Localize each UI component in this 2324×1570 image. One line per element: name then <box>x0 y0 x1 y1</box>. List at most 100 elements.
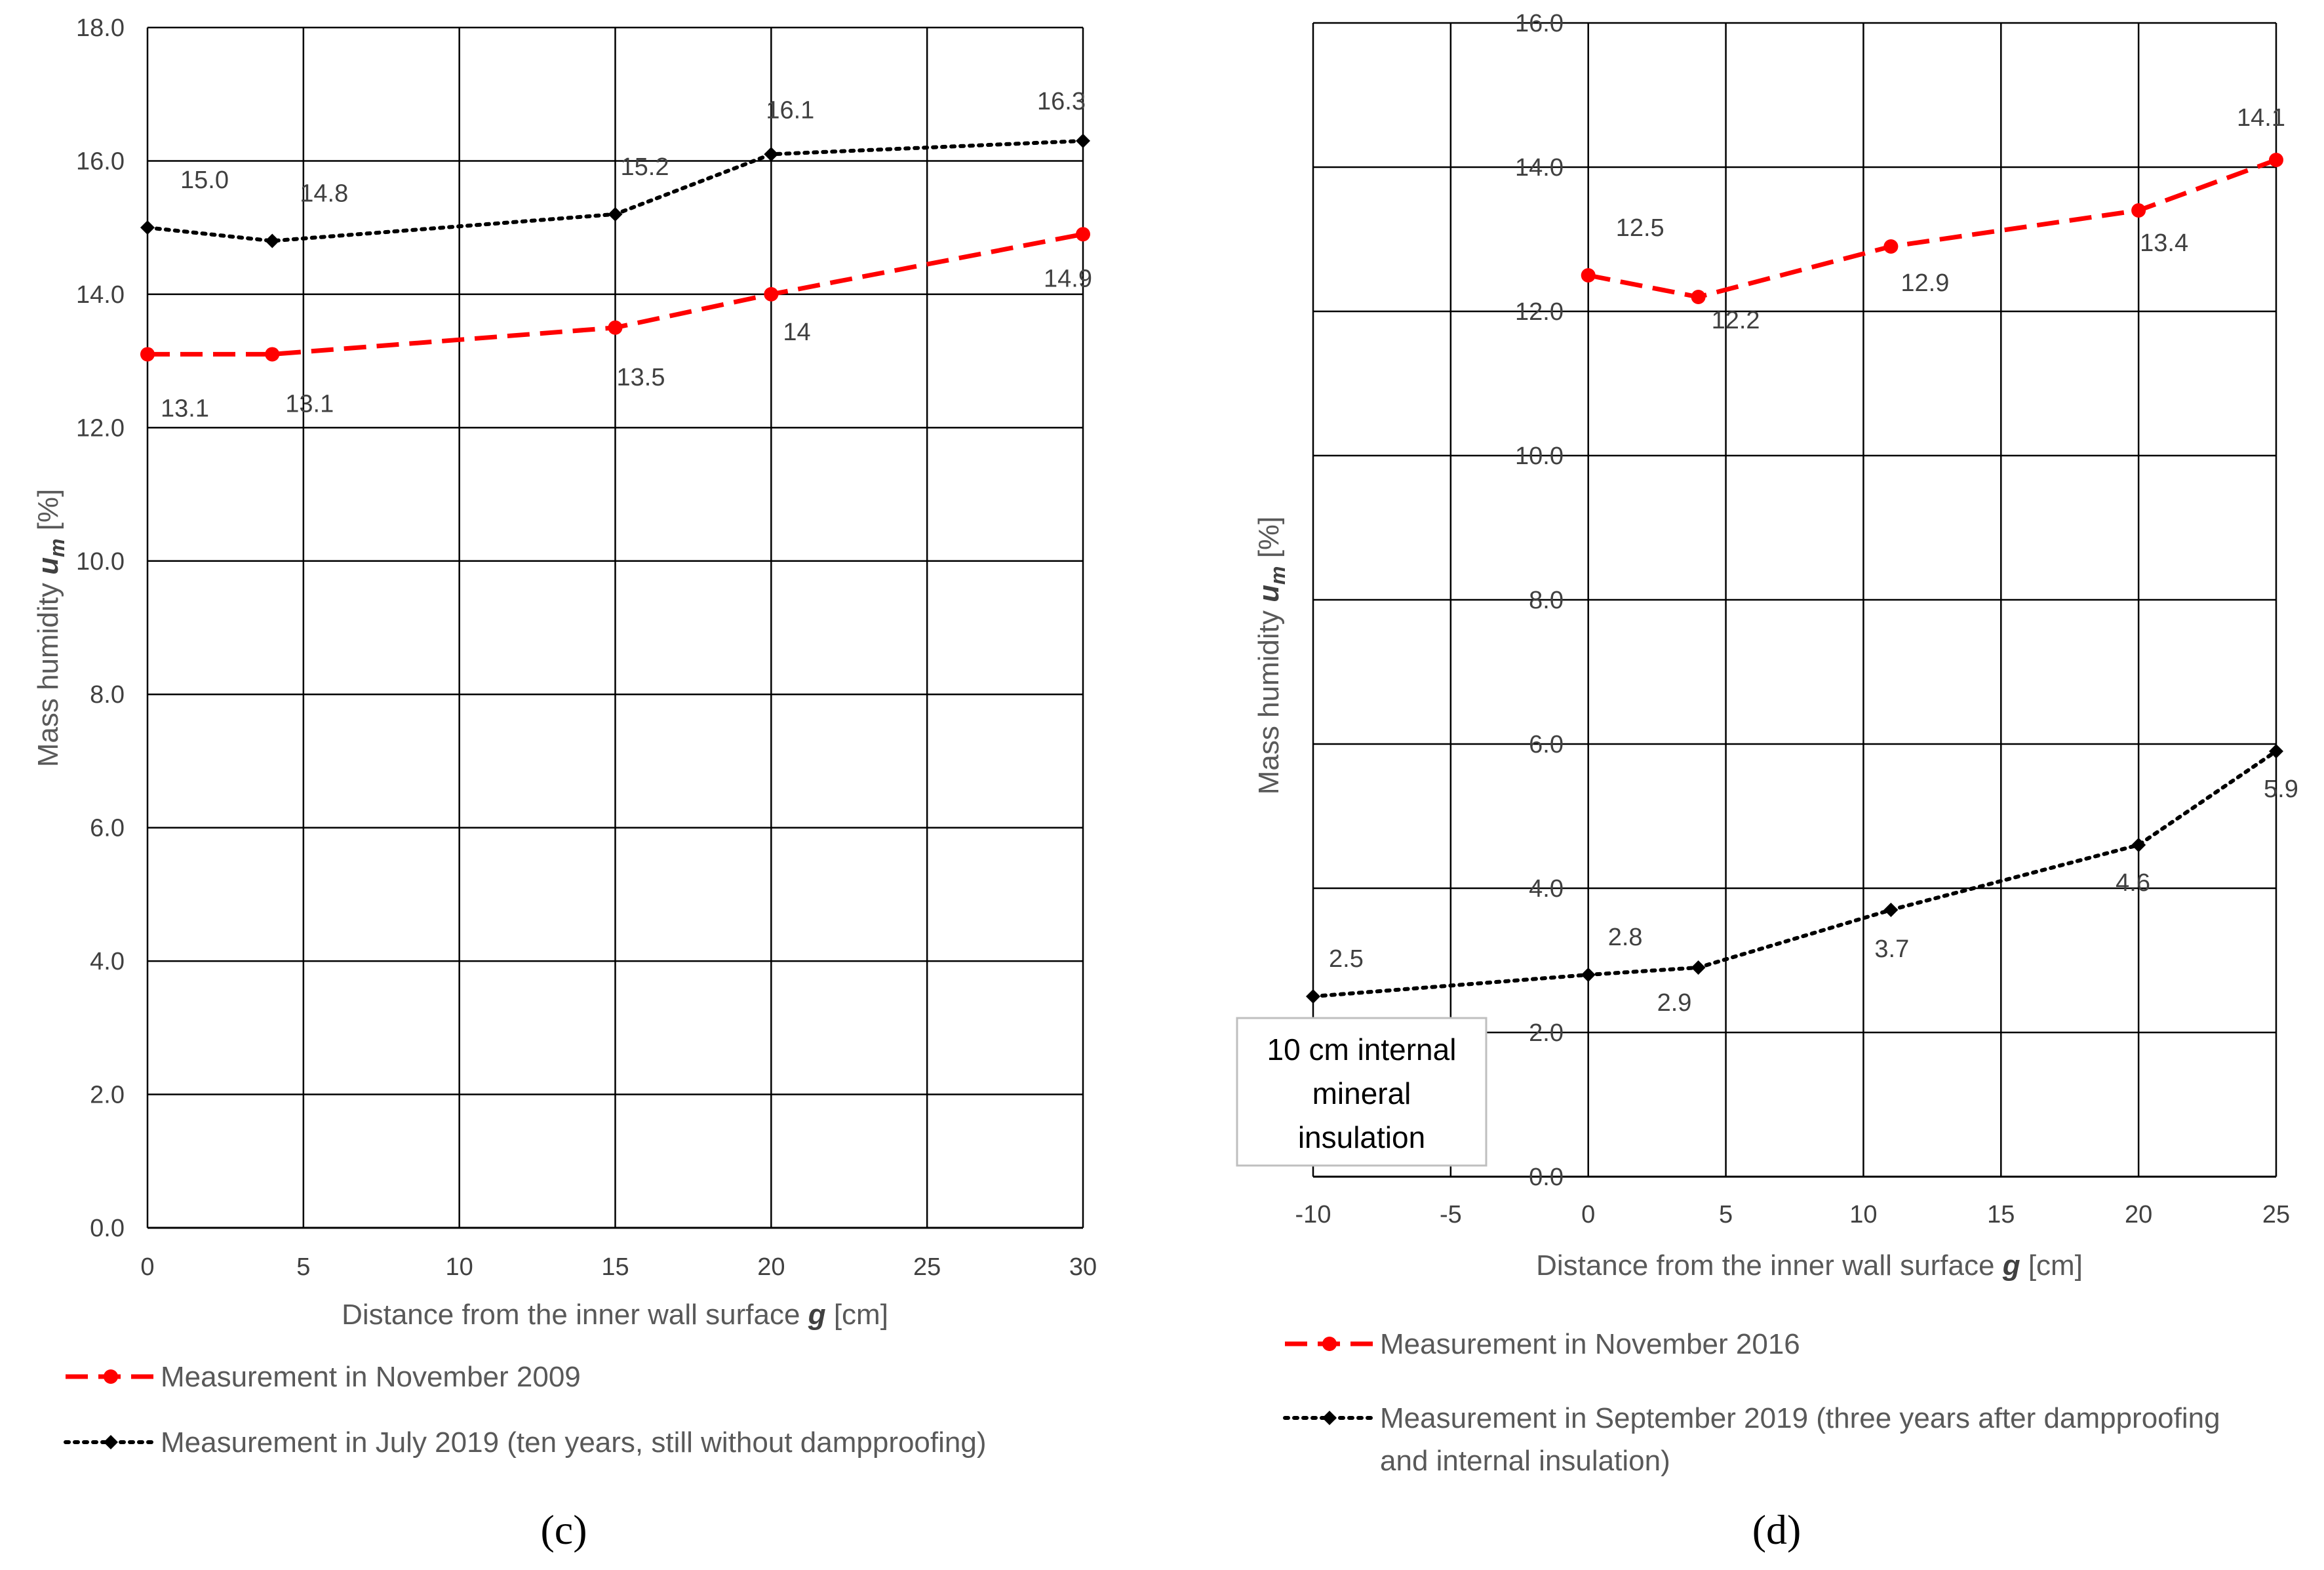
y-tick-label: 16.0 <box>1515 10 1564 37</box>
data-point <box>265 233 280 248</box>
data-point <box>764 286 779 302</box>
x-tick-label: 0 <box>1581 1201 1595 1228</box>
y-tick-label: 2.0 <box>90 1082 125 1109</box>
y-tick-label: 12.0 <box>76 414 125 442</box>
x-tick-label: 15 <box>601 1253 629 1281</box>
legend-entry-0: Measurement in November 2009 <box>66 1361 581 1393</box>
data-label: 15.2 <box>621 153 669 181</box>
y-tick-label: 10.0 <box>76 548 125 576</box>
data-point <box>1581 268 1596 283</box>
data-point <box>2269 153 2283 167</box>
y-tick-label: 12.0 <box>1515 298 1564 326</box>
legend-entry-1: Measurement in September 2019 (three yea… <box>1283 1402 2220 1477</box>
data-point <box>1076 227 1090 242</box>
legend-label: Measurement in November 2009 <box>161 1361 581 1393</box>
data-label: 13.5 <box>617 364 665 391</box>
legend-swatch-marker <box>1322 1411 1337 1425</box>
x-tick-label: -10 <box>1295 1201 1331 1228</box>
data-point <box>1691 290 1706 304</box>
legend-label: Measurement in November 2016 <box>1380 1328 1800 1360</box>
legend-swatch-marker <box>104 1369 118 1384</box>
x-tick-label: -5 <box>1440 1201 1462 1228</box>
x-tick-label: 0 <box>140 1253 154 1281</box>
series-0: 13.1 13.1 13.5 14 14.9 <box>140 227 1092 422</box>
data-label: 14.8 <box>300 180 348 208</box>
y-tick-label: 6.0 <box>90 815 125 842</box>
x-axis-title-unit: [cm] <box>826 1299 888 1331</box>
data-label: 2.8 <box>1608 924 1643 951</box>
x-axis-title: Distance from the inner wall surface g [… <box>342 1299 888 1331</box>
legend-label: and internal insulation) <box>1380 1445 1670 1477</box>
y-tick-label: 0.0 <box>90 1215 125 1242</box>
y-axis-title-unit: [%] <box>32 489 64 539</box>
panel-label: (c) <box>540 1506 587 1553</box>
x-tick-label: 25 <box>2262 1201 2290 1228</box>
x-tick-label: 5 <box>1719 1201 1733 1228</box>
chart-panel-c: 0.0 2.0 4.0 6.0 8.0 10.0 12.0 14.0 16.0 18.0 0 5 10 1… <box>32 14 1097 1553</box>
data-point <box>1883 903 1899 917</box>
data-label: 12.5 <box>1616 214 1664 242</box>
y-axis-title-unit: [%] <box>1253 517 1285 566</box>
legend-label: Measurement in September 2019 (three yea… <box>1380 1402 2220 1434</box>
y-tick-label: 6.0 <box>1529 731 1564 758</box>
y-axis-title-sub: m <box>45 539 69 557</box>
annotation-box <box>1236 1017 1487 1167</box>
data-point <box>1076 133 1090 148</box>
data-label: 14.1 <box>2237 104 2285 132</box>
y-axis-title: Mass humidity um [%] <box>32 489 69 768</box>
x-axis-title-unit: [cm] <box>2020 1249 2083 1282</box>
data-label: 16.1 <box>766 96 814 124</box>
legend-label: Measurement in July 2019 (ten years, sti… <box>161 1426 987 1459</box>
annotation-text: mineral <box>1312 1076 1411 1110</box>
y-axis-title: Mass humidity um [%] <box>1253 517 1290 795</box>
y-tick-label: 0.0 <box>1529 1164 1564 1191</box>
data-point <box>140 347 155 362</box>
x-tick-label: 10 <box>446 1253 473 1281</box>
annotation-text: insulation <box>1298 1120 1425 1154</box>
data-point <box>764 147 779 162</box>
data-point <box>2269 744 2283 758</box>
series-1: 15.0 14.8 15.2 16.1 16.3 <box>140 88 1090 248</box>
x-tick-label: 15 <box>1987 1201 2015 1228</box>
x-axis-title: Distance from the inner wall surface g [… <box>1536 1249 2083 1282</box>
data-label: 14 <box>783 319 810 346</box>
y-tick-label: 4.0 <box>1529 875 1564 903</box>
x-tick-label: 20 <box>757 1253 785 1281</box>
data-label: 2.9 <box>1657 989 1692 1017</box>
chart-panel-d: 0.0 2.0 4.0 6.0 8.0 10.0 12.0 14.0 16.0 -10 -5 0 5 10… <box>1236 10 2298 1553</box>
data-label: 14.9 <box>1044 265 1092 292</box>
x-tick-label: 30 <box>1069 1253 1097 1281</box>
data-point <box>608 206 623 222</box>
y-tick-label: 10.0 <box>1515 442 1564 470</box>
series-0: 12.5 12.2 12.9 13.4 14.1 <box>1581 104 2285 334</box>
legend-entry-0: Measurement in November 2016 <box>1285 1328 1800 1360</box>
x-tick-label: 10 <box>1849 1201 1877 1228</box>
legend-swatch-marker <box>1322 1337 1337 1351</box>
data-point <box>1691 960 1706 975</box>
data-label: 3.7 <box>1874 935 1909 963</box>
x-axis-title-var: g <box>808 1299 826 1331</box>
y-axis-title-var: u <box>32 557 64 575</box>
data-point <box>1883 239 1899 254</box>
y-axis-title-sub: m <box>1266 566 1290 585</box>
y-axis-title-text: Mass humidity <box>32 575 64 767</box>
data-point <box>140 220 155 235</box>
y-tick-label: 18.0 <box>76 14 125 42</box>
series-line <box>1311 749 2278 998</box>
data-label: 12.9 <box>1901 269 1949 297</box>
panel-label: (d) <box>1752 1506 1802 1553</box>
y-tick-label: 14.0 <box>76 281 125 309</box>
data-label: 5.9 <box>2264 775 2298 803</box>
data-label: 15.0 <box>180 167 229 194</box>
x-tick-label: 25 <box>913 1253 941 1281</box>
data-label: 16.3 <box>1037 88 1086 115</box>
annotation-text: 10 cm internal <box>1267 1032 1457 1067</box>
data-point <box>1306 989 1320 1004</box>
gridlines <box>1312 22 2277 1178</box>
x-axis-title-text: Distance from the inner wall surface <box>342 1299 808 1331</box>
data-label: 2.5 <box>1329 945 1364 973</box>
data-label: 13.4 <box>2140 229 2188 257</box>
data-point <box>265 347 280 362</box>
x-tick-label: 5 <box>296 1253 310 1281</box>
x-axis-title-text: Distance from the inner wall surface <box>1536 1249 2003 1282</box>
